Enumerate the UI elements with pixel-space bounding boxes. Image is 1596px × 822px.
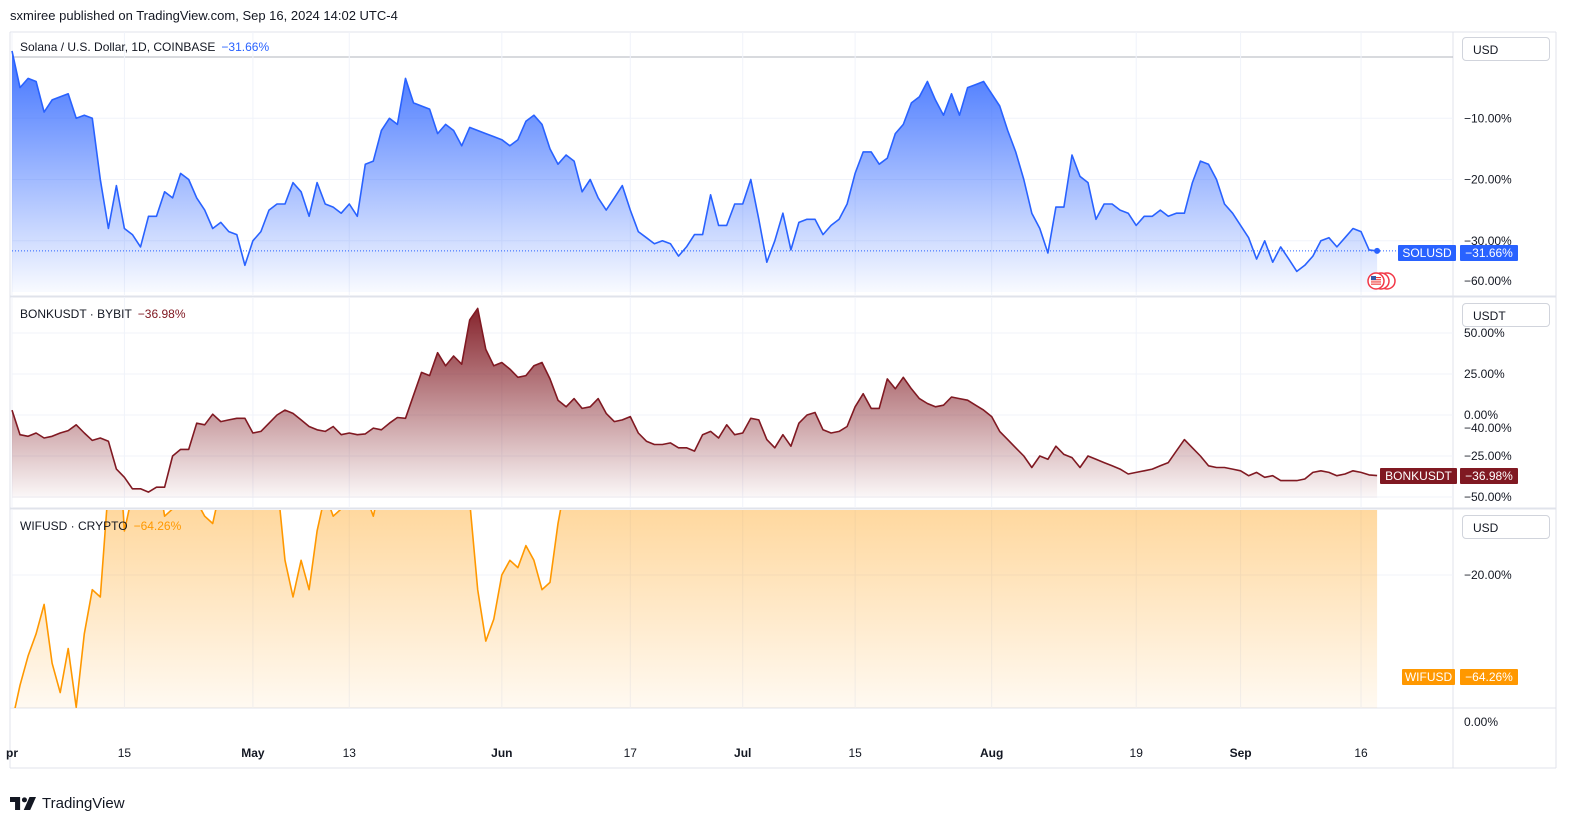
price-tag-symbol: WIFUSD <box>1405 670 1453 684</box>
us-flag-stripe <box>1371 283 1381 285</box>
price-tag-value-bg <box>1460 245 1518 261</box>
y-tick-label: −20.00% <box>1464 173 1512 187</box>
price-tag-value-bg <box>1460 669 1518 685</box>
price-tag-symbol: BONKUSDT <box>1385 469 1452 483</box>
legend-symbol: BONKUSDT · BYBIT <box>20 307 132 321</box>
tradingview-brand: TradingView <box>42 795 125 812</box>
x-tick-label: 15 <box>118 746 132 760</box>
price-tag-symbol-bg <box>1380 468 1457 484</box>
x-tick-label: 13 <box>343 746 357 760</box>
currency-label: USDT <box>1473 309 1506 323</box>
price-tag-symbol-bg <box>1402 669 1455 685</box>
price-tag-value: −36.98% <box>1465 469 1513 483</box>
last-value-marker <box>1374 247 1381 254</box>
tradingview-logo-icon <box>10 797 36 810</box>
y-tick-label: −40.00% <box>1464 421 1512 435</box>
x-tick-label: 17 <box>624 746 638 760</box>
legend-change: −36.98% <box>137 307 186 321</box>
us-flag-stripe <box>1371 281 1381 283</box>
price-tag-symbol-bg <box>1398 245 1456 261</box>
price-tag-value-bg <box>1460 468 1518 484</box>
y-tick-label: 50.00% <box>1464 326 1505 340</box>
legend-change: −64.26% <box>133 519 182 533</box>
legend-bonkusdt: BONKUSDT · BYBIT −36.98% <box>20 307 186 321</box>
series-line-bonkusdt[interactable] <box>11 307 1378 493</box>
y-tick-label: −25.00% <box>1464 449 1512 463</box>
legend-change: −31.66% <box>221 40 270 54</box>
publish-header: sxmiree published on TradingView.com, Se… <box>10 8 398 23</box>
series-area-bonkusdt <box>12 308 1378 498</box>
x-tick-label: Sep <box>1230 746 1252 760</box>
y-tick-label: −20.00% <box>1464 568 1512 582</box>
x-tick-label: May <box>241 746 265 760</box>
series-area-solusd <box>12 50 1378 293</box>
legend-wifusd: WIFUSD · CRYPTO −64.26% <box>20 519 181 533</box>
y-tick-label: −60.00% <box>1464 274 1512 288</box>
currency-label: USD <box>1473 43 1499 57</box>
y-tick-label: 0.00% <box>1464 408 1498 422</box>
currency-button-usd[interactable]: USD <box>1462 37 1550 61</box>
y-tick-label: −50.00% <box>1464 490 1512 504</box>
us-flag-canton <box>1371 276 1376 280</box>
series-area-wifusd <box>12 510 1378 708</box>
y-tick-label: 25.00% <box>1464 367 1505 381</box>
tradingview-footer: TradingView <box>10 795 125 812</box>
legend-symbol: Solana / U.S. Dollar, 1D, COINBASE <box>20 40 216 54</box>
x-tick-label: pr <box>6 746 18 760</box>
x-tick-label: Jun <box>491 746 512 760</box>
event-marker-ring <box>1367 272 1385 290</box>
y-tick-label: −10.00% <box>1464 111 1512 125</box>
legend-symbol: WIFUSD · CRYPTO <box>20 519 128 533</box>
currency-button-usd-2[interactable]: USD <box>1462 515 1550 539</box>
x-tick-label: 19 <box>1130 746 1144 760</box>
x-tick-label: Jul <box>734 746 751 760</box>
legend-solusd: Solana / U.S. Dollar, 1D, COINBASE −31.66… <box>20 40 269 54</box>
currency-button-usdt[interactable]: USDT <box>1462 303 1550 327</box>
x-tick-label: 15 <box>848 746 862 760</box>
price-tag-value: −64.26% <box>1465 670 1513 684</box>
x-tick-label: 16 <box>1354 746 1368 760</box>
y-tick-label: −30.00% <box>1464 234 1512 248</box>
series-line-solusd[interactable] <box>11 50 1378 273</box>
price-tag-value: −31.66% <box>1465 246 1513 260</box>
y-tick-label: 0.00% <box>1464 715 1498 729</box>
price-tag-symbol: SOLUSD <box>1402 246 1452 260</box>
currency-label: USD <box>1473 521 1499 535</box>
x-tick-label: Aug <box>980 746 1003 760</box>
